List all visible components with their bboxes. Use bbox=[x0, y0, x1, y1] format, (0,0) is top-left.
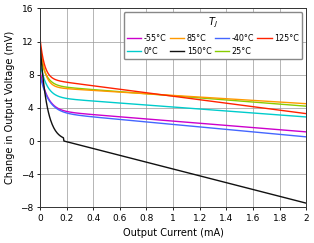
0°C bbox=[38, 61, 42, 64]
-55°C bbox=[257, 127, 260, 130]
25°C bbox=[38, 52, 42, 55]
150°C bbox=[298, 200, 302, 203]
-55°C bbox=[38, 69, 42, 72]
0°C bbox=[298, 115, 302, 118]
Y-axis label: Change in Output Voltage (mV): Change in Output Voltage (mV) bbox=[5, 31, 15, 184]
Line: -40°C: -40°C bbox=[40, 75, 306, 137]
0°C bbox=[257, 112, 260, 115]
125°C bbox=[298, 111, 302, 114]
-55°C bbox=[197, 122, 200, 125]
Line: 25°C: 25°C bbox=[40, 54, 306, 106]
125°C bbox=[38, 36, 42, 39]
85°C bbox=[166, 94, 170, 96]
150°C bbox=[182, 170, 186, 173]
Legend: -55°C, 0°C, 85°C, 150°C, -40°C, 25°C, 125°C: -55°C, 0°C, 85°C, 150°C, -40°C, 25°C, 12… bbox=[124, 12, 302, 59]
85°C bbox=[182, 95, 186, 97]
-55°C bbox=[298, 130, 302, 133]
Line: 0°C: 0°C bbox=[40, 62, 306, 117]
85°C bbox=[38, 40, 42, 43]
125°C bbox=[305, 112, 308, 115]
125°C bbox=[257, 106, 260, 109]
-40°C bbox=[305, 135, 308, 138]
85°C bbox=[305, 102, 308, 105]
-55°C bbox=[165, 119, 168, 122]
Line: -55°C: -55°C bbox=[40, 70, 306, 132]
25°C bbox=[298, 104, 302, 107]
85°C bbox=[197, 95, 200, 98]
85°C bbox=[298, 102, 302, 105]
-40°C bbox=[197, 125, 200, 128]
150°C bbox=[305, 202, 308, 205]
150°C bbox=[197, 174, 200, 177]
-40°C bbox=[298, 135, 302, 138]
125°C bbox=[166, 94, 170, 97]
125°C bbox=[182, 96, 186, 99]
-40°C bbox=[38, 73, 42, 76]
-55°C bbox=[166, 119, 170, 122]
0°C bbox=[182, 106, 186, 109]
85°C bbox=[165, 94, 168, 96]
-55°C bbox=[305, 130, 308, 133]
0°C bbox=[166, 105, 170, 108]
150°C bbox=[166, 166, 170, 169]
-55°C bbox=[182, 121, 186, 123]
-40°C bbox=[182, 124, 186, 127]
Line: 85°C: 85°C bbox=[40, 42, 306, 104]
25°C bbox=[305, 105, 308, 108]
125°C bbox=[165, 94, 168, 97]
Line: 150°C: 150°C bbox=[40, 42, 306, 203]
0°C bbox=[165, 105, 168, 108]
0°C bbox=[197, 107, 200, 110]
25°C bbox=[182, 95, 186, 98]
-40°C bbox=[165, 122, 168, 125]
-40°C bbox=[257, 131, 260, 134]
0°C bbox=[305, 115, 308, 118]
-40°C bbox=[166, 122, 170, 125]
150°C bbox=[165, 166, 168, 169]
Line: 125°C: 125°C bbox=[40, 37, 306, 114]
X-axis label: Output Current (mA): Output Current (mA) bbox=[123, 228, 224, 238]
150°C bbox=[257, 189, 260, 192]
25°C bbox=[257, 101, 260, 104]
85°C bbox=[257, 99, 260, 102]
25°C bbox=[197, 96, 200, 99]
125°C bbox=[197, 98, 200, 101]
150°C bbox=[38, 40, 42, 43]
25°C bbox=[165, 94, 168, 97]
25°C bbox=[166, 94, 170, 97]
